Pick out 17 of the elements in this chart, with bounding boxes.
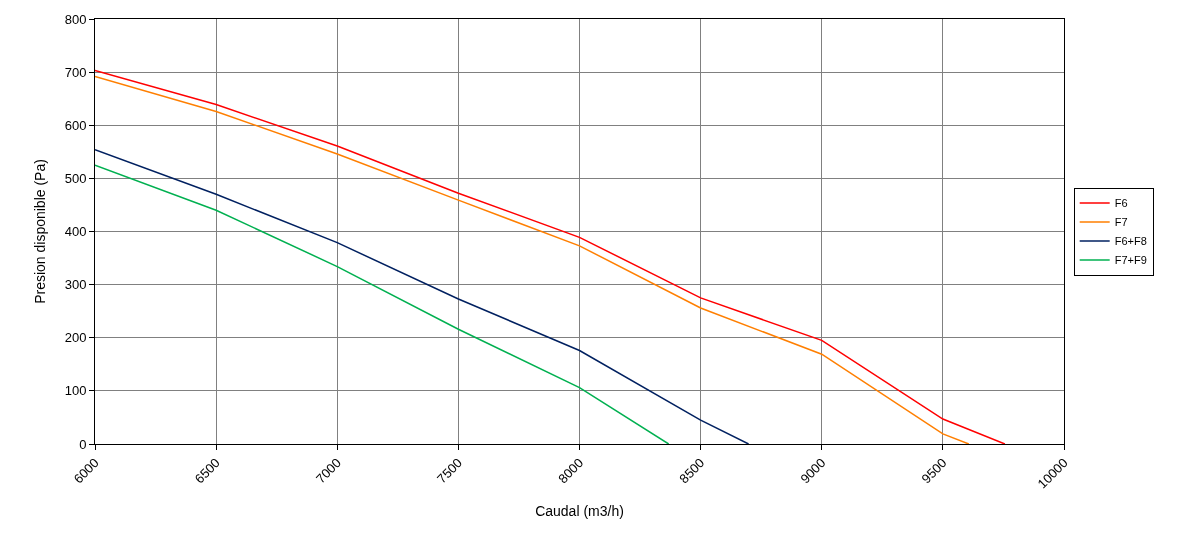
legend-label: F7: [1114, 216, 1128, 229]
legend-label: F6+F8: [1114, 235, 1147, 248]
y-tick-label: 700: [64, 64, 87, 80]
y-tick-label: 800: [64, 11, 87, 27]
y-tick-label: 600: [64, 117, 87, 133]
legend-label: F7+F9: [1114, 254, 1147, 267]
y-tick-label: 300: [64, 277, 87, 293]
y-tick-label: 400: [64, 224, 87, 240]
y-tick-label: 100: [64, 383, 87, 399]
y-tick-label: 200: [64, 330, 87, 346]
line-series: [95, 148, 750, 444]
x-axis-title: Caudal (m3/h): [535, 502, 624, 519]
y-tick-label: 500: [64, 170, 87, 186]
legend-label: F6: [1114, 197, 1128, 210]
y-tick-label: 0: [79, 436, 87, 452]
line-series: [95, 164, 670, 444]
y-axis-title: Presion disponible (Pa): [32, 159, 49, 304]
